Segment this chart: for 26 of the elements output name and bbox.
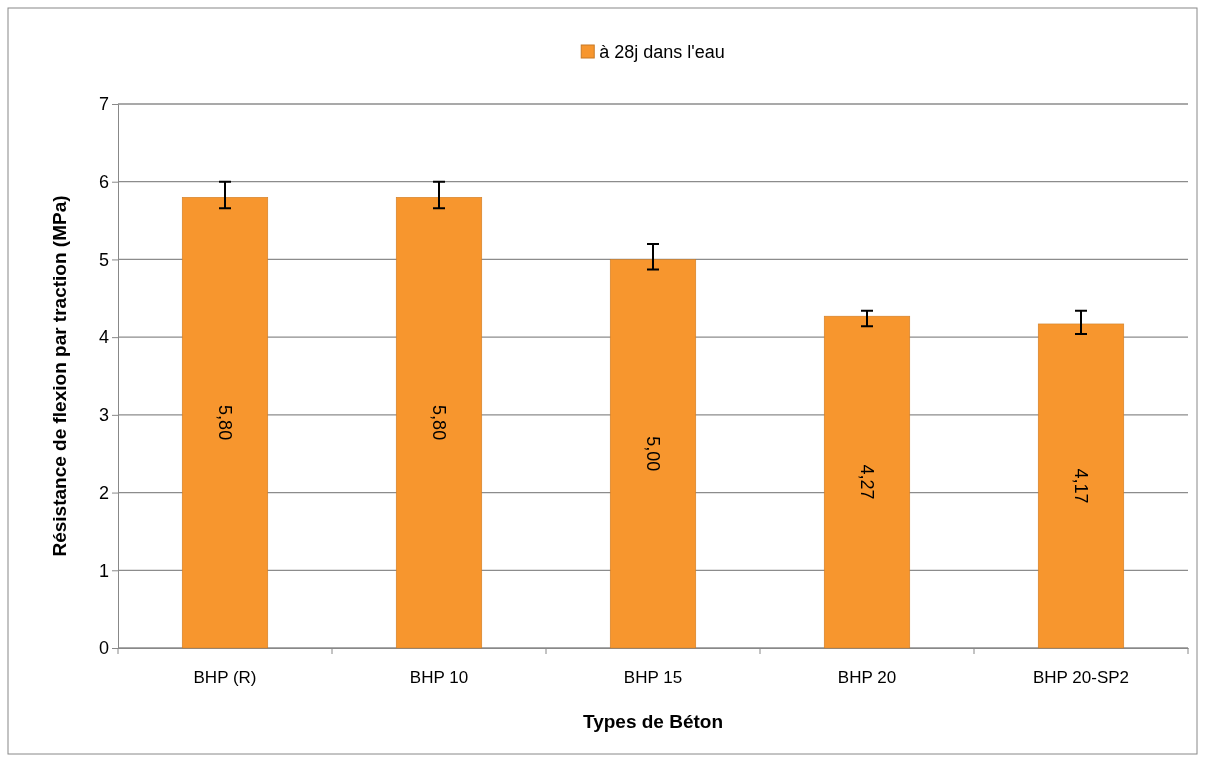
- y-tick-label: 1: [98, 560, 109, 581]
- x-tick-label: BHP 15: [623, 668, 683, 688]
- y-tick-label: 7: [98, 94, 109, 115]
- text: 5,00: [642, 436, 663, 472]
- y-tick-label: 6: [98, 171, 109, 192]
- y-tick-label: 4: [98, 327, 109, 348]
- text: 5,80: [214, 405, 235, 441]
- bar: [395, 197, 483, 649]
- bar: [609, 259, 697, 649]
- y-tick-label: 0: [98, 638, 109, 659]
- bar: [181, 197, 269, 649]
- y-tick-label: 3: [98, 405, 109, 426]
- x-axis-title: Types de Béton: [582, 711, 724, 732]
- legend-label: à 28j dans l'eau: [599, 42, 725, 63]
- y-axis-title: Résistance de flexion par traction (MPa): [49, 195, 70, 557]
- x-tick-label: BHP (R): [193, 668, 257, 688]
- bar: [1037, 323, 1125, 649]
- x-tick-label: BHP 20-SP2: [1032, 668, 1130, 688]
- y-tick-label: 5: [98, 249, 109, 270]
- bar: [823, 315, 911, 649]
- text: 4,17: [1070, 468, 1091, 504]
- x-tick-label: BHP 20: [837, 668, 897, 688]
- y-tick-label: 2: [98, 482, 109, 503]
- text: 4,27: [856, 464, 877, 500]
- x-tick-label: BHP 10: [409, 668, 469, 688]
- text: 5,80: [428, 405, 449, 441]
